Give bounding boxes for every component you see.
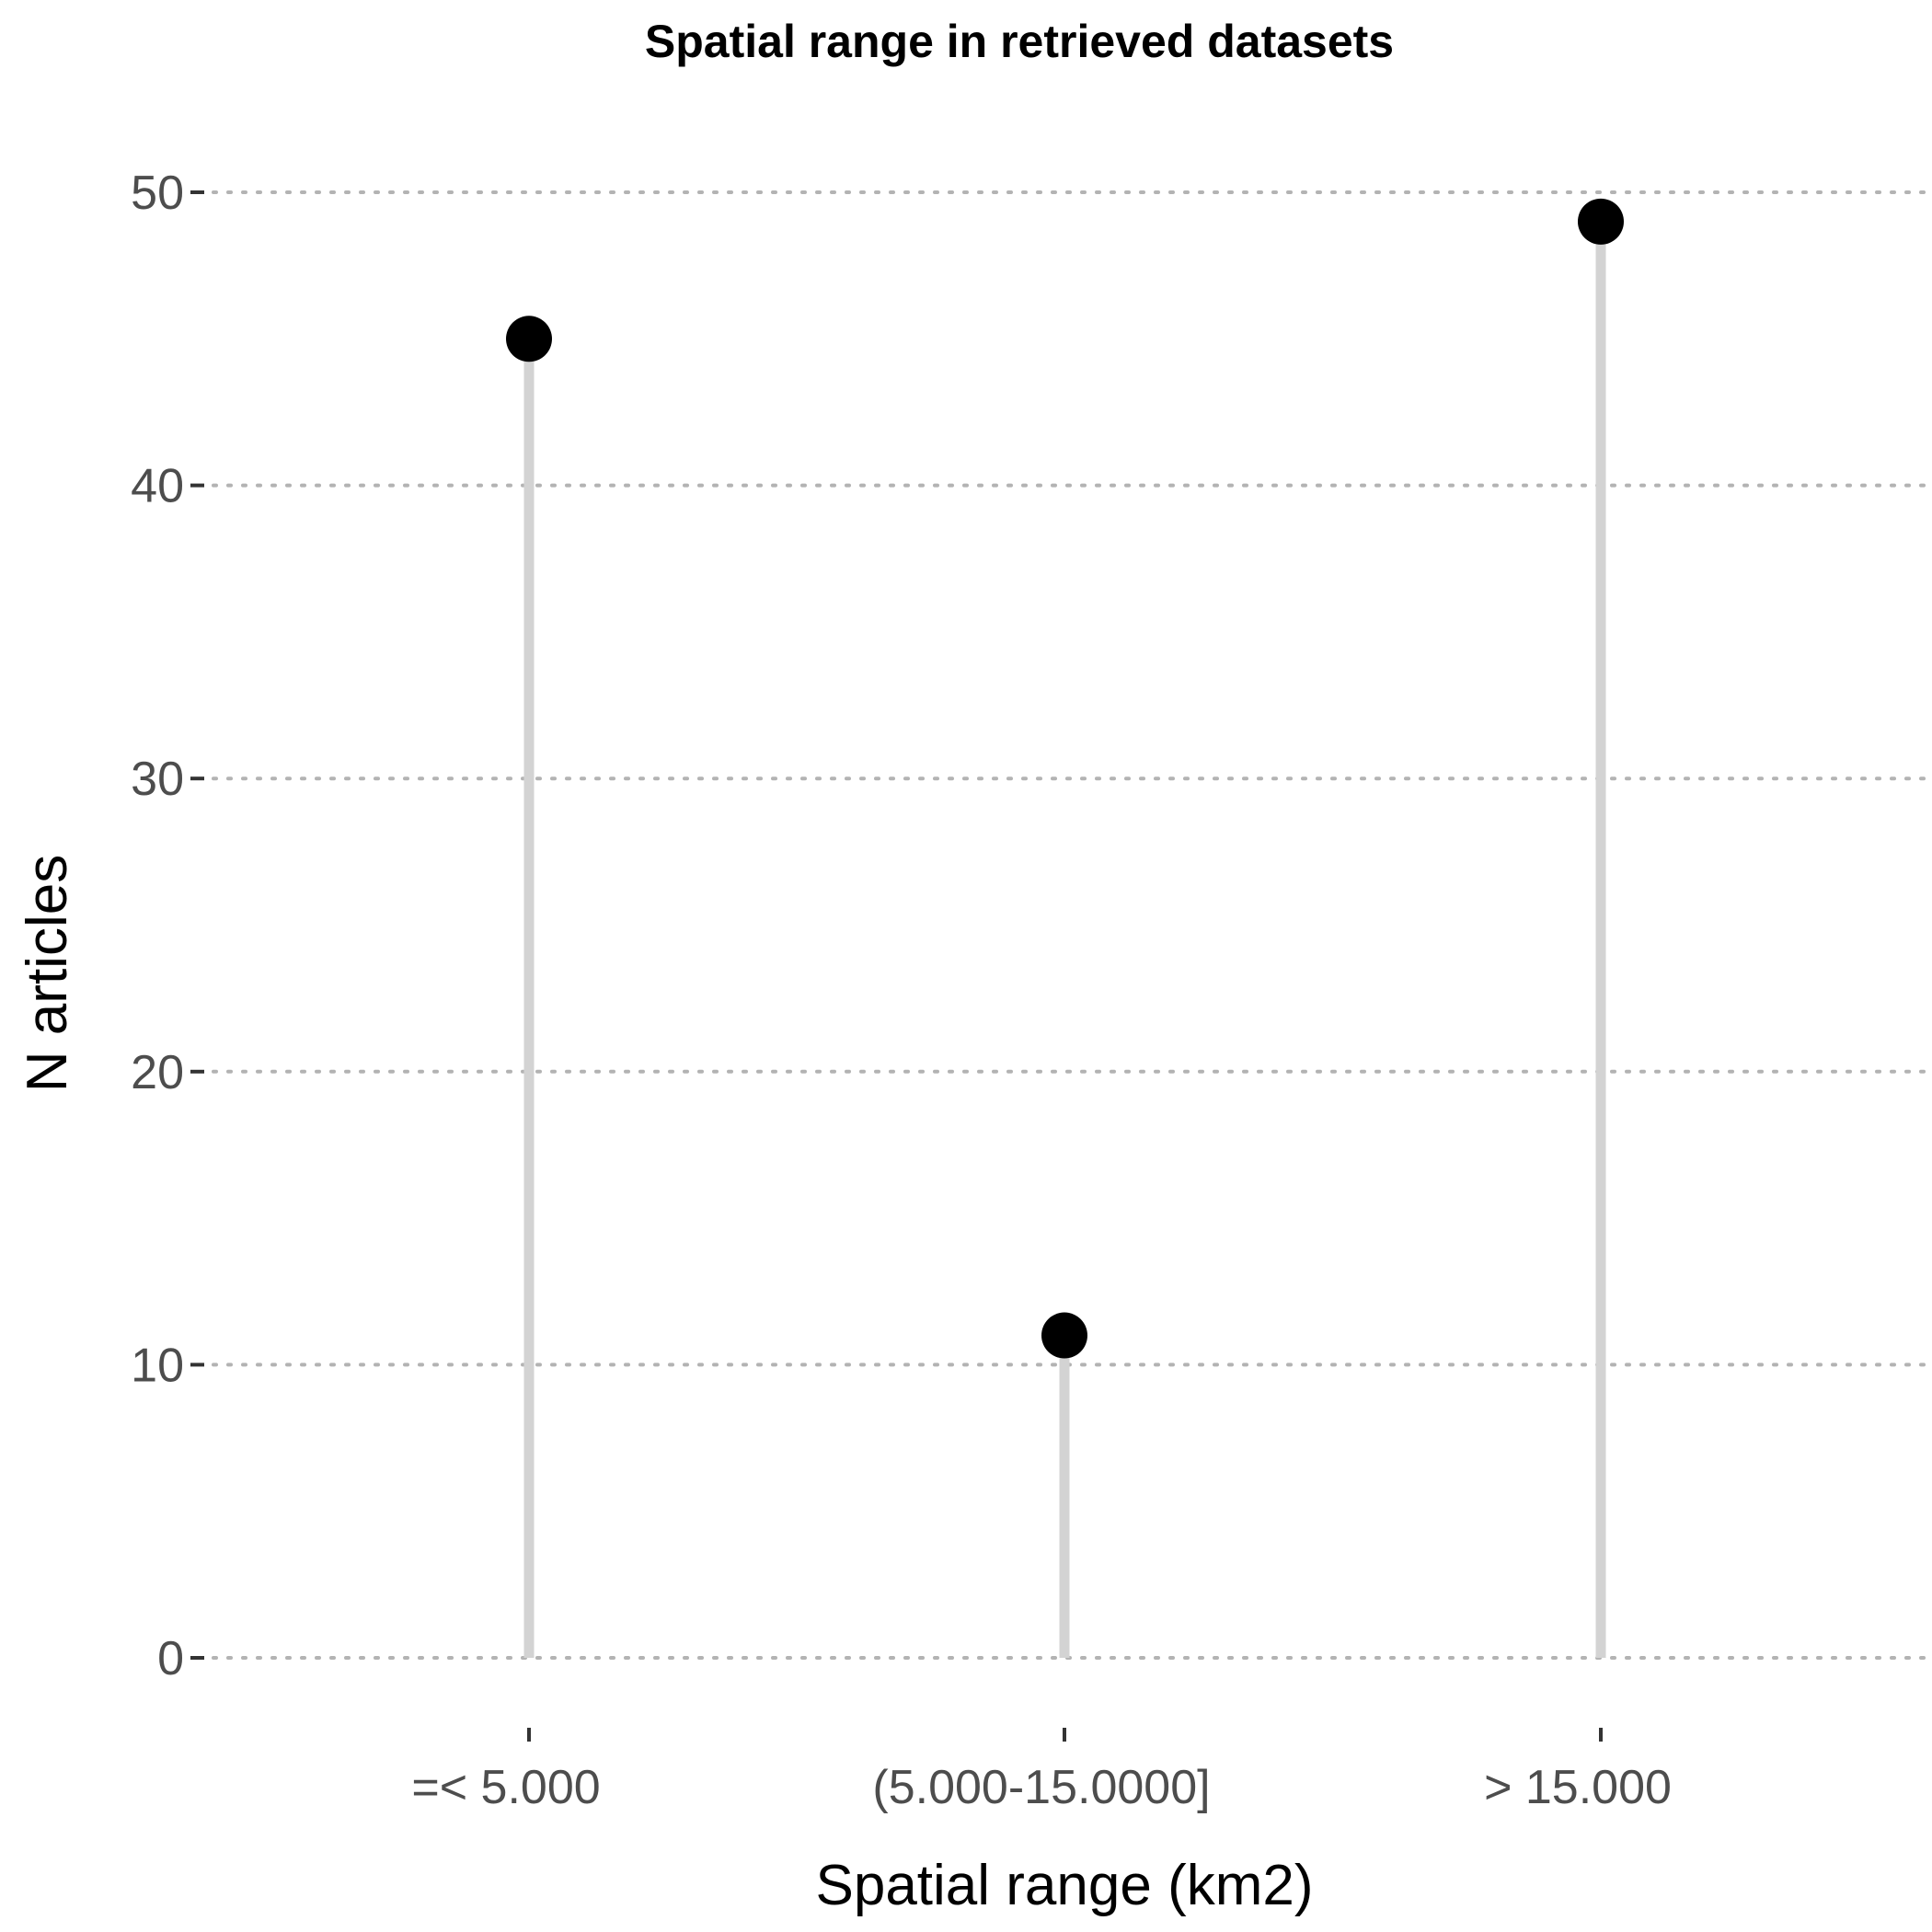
y-tick-label: 10 <box>131 1339 184 1392</box>
x-tick-label: (5.000-15.0000] <box>872 1761 1210 1814</box>
y-axis-title: N articles <box>16 855 79 1092</box>
lollipop-marks <box>506 198 1624 1658</box>
x-axis-ticks: =< 5.000 (5.000-15.0000] > 15.000 <box>411 1728 1672 1814</box>
y-tick-label: 50 <box>131 167 184 220</box>
y-tick-label: 20 <box>131 1046 184 1099</box>
x-axis-title: Spatial range (km2) <box>815 1854 1313 1917</box>
lollipop-point <box>1041 1312 1087 1359</box>
x-tick-label: =< 5.000 <box>411 1761 600 1814</box>
y-tick-label: 40 <box>131 460 184 513</box>
y-tick-label: 30 <box>131 753 184 806</box>
y-tick-label: 0 <box>157 1632 184 1685</box>
lollipop-point <box>506 316 552 362</box>
y-axis-ticks: 0 10 20 30 40 50 <box>131 167 204 1685</box>
x-tick-label: > 15.000 <box>1484 1761 1672 1814</box>
chart-title: Spatial range in retrieved datasets <box>645 16 1394 67</box>
lollipop-point <box>1578 198 1624 245</box>
